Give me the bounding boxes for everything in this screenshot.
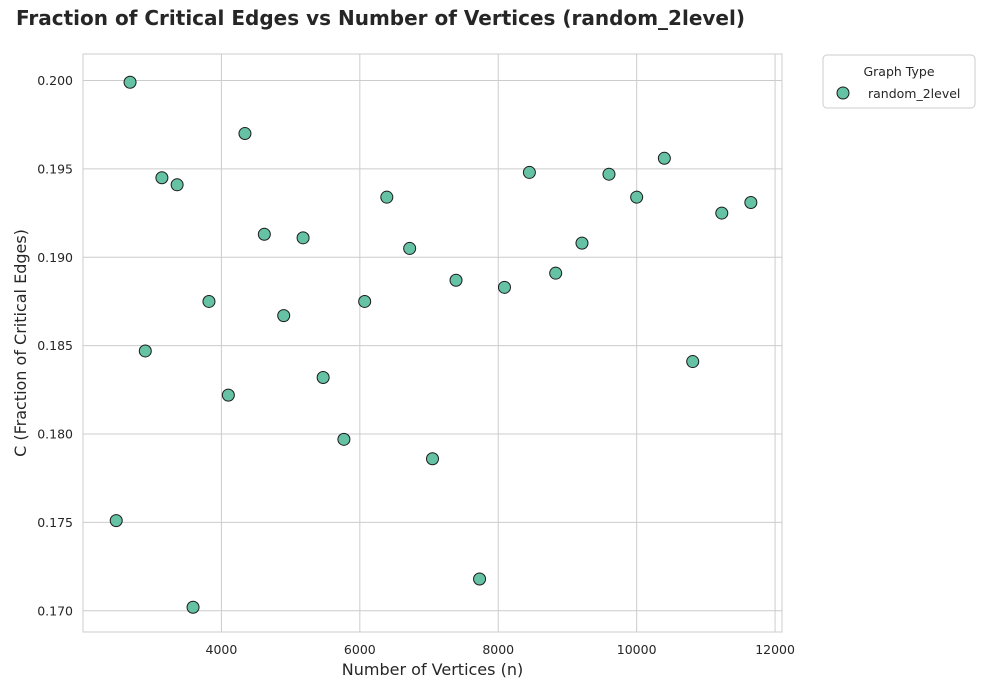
data-points <box>109 75 758 614</box>
data-point <box>657 151 671 165</box>
data-point <box>155 171 169 185</box>
data-point <box>358 294 372 308</box>
data-point <box>277 309 291 323</box>
data-point <box>426 452 439 466</box>
y-axis-label: C (Fraction of Critical Edges) <box>11 229 30 457</box>
data-point <box>686 355 700 369</box>
data-point <box>109 514 123 528</box>
x-axis-label: Number of Vertices (n) <box>342 660 523 679</box>
y-tick-label: 0.175 <box>37 515 73 530</box>
data-point <box>221 388 235 402</box>
data-point <box>380 190 394 204</box>
x-tick-label: 10000 <box>617 642 657 657</box>
y-tick-label: 0.185 <box>37 338 73 353</box>
data-point <box>630 190 644 204</box>
plot-area <box>82 53 783 633</box>
legend-frame <box>822 54 976 109</box>
data-point <box>337 432 351 446</box>
legend-title: Graph Type <box>863 64 934 79</box>
data-point <box>403 241 417 255</box>
y-tick-label: 0.180 <box>37 427 73 442</box>
data-point <box>186 600 200 614</box>
data-point <box>473 572 487 586</box>
x-tick-label: 4000 <box>206 642 238 657</box>
data-point <box>522 165 536 179</box>
tick-labels: 4000 6000 8000 10000 12000 0.170 0.175 0.180 0.1… <box>37 73 795 657</box>
x-tick-label: 6000 <box>344 642 376 657</box>
data-point <box>575 236 589 250</box>
data-point <box>497 280 511 294</box>
y-tick-label: 0.170 <box>37 603 73 618</box>
data-point <box>602 167 616 181</box>
data-point <box>549 266 563 280</box>
data-point <box>202 294 216 308</box>
data-point <box>449 273 463 287</box>
legend-marker-random-2level <box>836 86 850 100</box>
data-point <box>257 227 271 241</box>
x-tick-label: 12000 <box>755 642 795 657</box>
y-tick-label: 0.200 <box>37 73 73 88</box>
data-point <box>744 195 758 209</box>
data-point <box>123 75 137 89</box>
legend-label-random-2level: random_2level <box>868 86 960 101</box>
legend: Graph Type random_2level <box>822 54 976 109</box>
data-point <box>715 206 729 220</box>
data-point <box>138 344 152 358</box>
chart-title: Fraction of Critical Edges vs Number of … <box>16 6 745 30</box>
data-point <box>170 178 184 192</box>
data-point <box>238 127 252 141</box>
y-tick-label: 0.190 <box>37 250 73 265</box>
y-tick-label: 0.195 <box>37 161 73 176</box>
data-point <box>316 370 330 384</box>
grid-lines <box>83 54 782 632</box>
data-point <box>296 231 310 245</box>
x-tick-label: 8000 <box>482 642 514 657</box>
